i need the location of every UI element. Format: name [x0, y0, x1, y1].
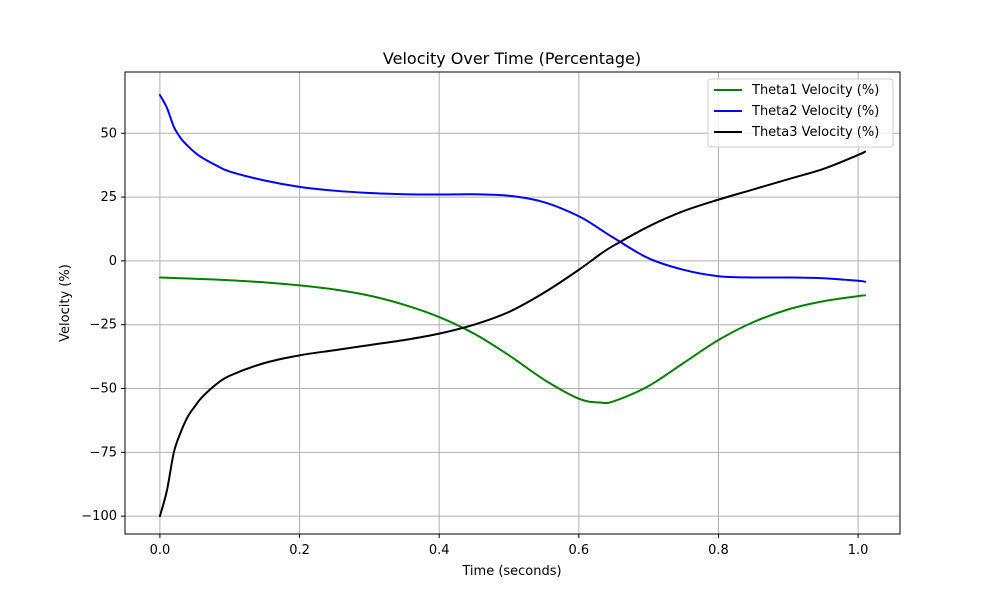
tick-layer: 0.0 0.2 0.4 0.6 0.8 1.0 −100 −75 −50 −25 0 25 50 — [81, 126, 868, 558]
series-line-2 — [158, 93, 867, 283]
legend-label-3: Theta3 Velocity (%) — [751, 125, 879, 140]
series-line-1 — [158, 276, 867, 405]
x-axis-label: Time (seconds) — [461, 564, 561, 579]
chart-title: Velocity Over Time (Percentage) — [383, 49, 641, 68]
x-tick-label: 0.0 — [150, 543, 171, 558]
x-tick-label: 1.0 — [848, 543, 869, 558]
y-tick-label: −100 — [81, 509, 117, 524]
y-tick-label: 25 — [100, 190, 117, 205]
legend-label-1: Theta1 Velocity (%) — [751, 83, 879, 98]
x-tick-label: 0.4 — [429, 543, 450, 558]
legend: Theta1 Velocity (%) Theta2 Velocity (%) Th… — [707, 78, 894, 148]
x-tick-label: 0.6 — [568, 543, 589, 558]
y-axis-label: Velocity (%) — [58, 264, 73, 342]
x-tick-label: 0.2 — [289, 543, 310, 558]
y-tick-label: −75 — [90, 445, 117, 460]
y-tick-label: −50 — [90, 382, 117, 397]
y-tick-label: 0 — [109, 254, 117, 269]
series-line-3 — [158, 150, 867, 518]
series-layer — [158, 93, 867, 518]
y-tick-label: 50 — [100, 126, 117, 141]
x-tick-label: 0.8 — [708, 543, 729, 558]
legend-label-2: Theta2 Velocity (%) — [751, 104, 879, 119]
plot-frame — [124, 71, 901, 535]
y-tick-label: −25 — [90, 318, 117, 333]
legend-box — [707, 78, 894, 148]
